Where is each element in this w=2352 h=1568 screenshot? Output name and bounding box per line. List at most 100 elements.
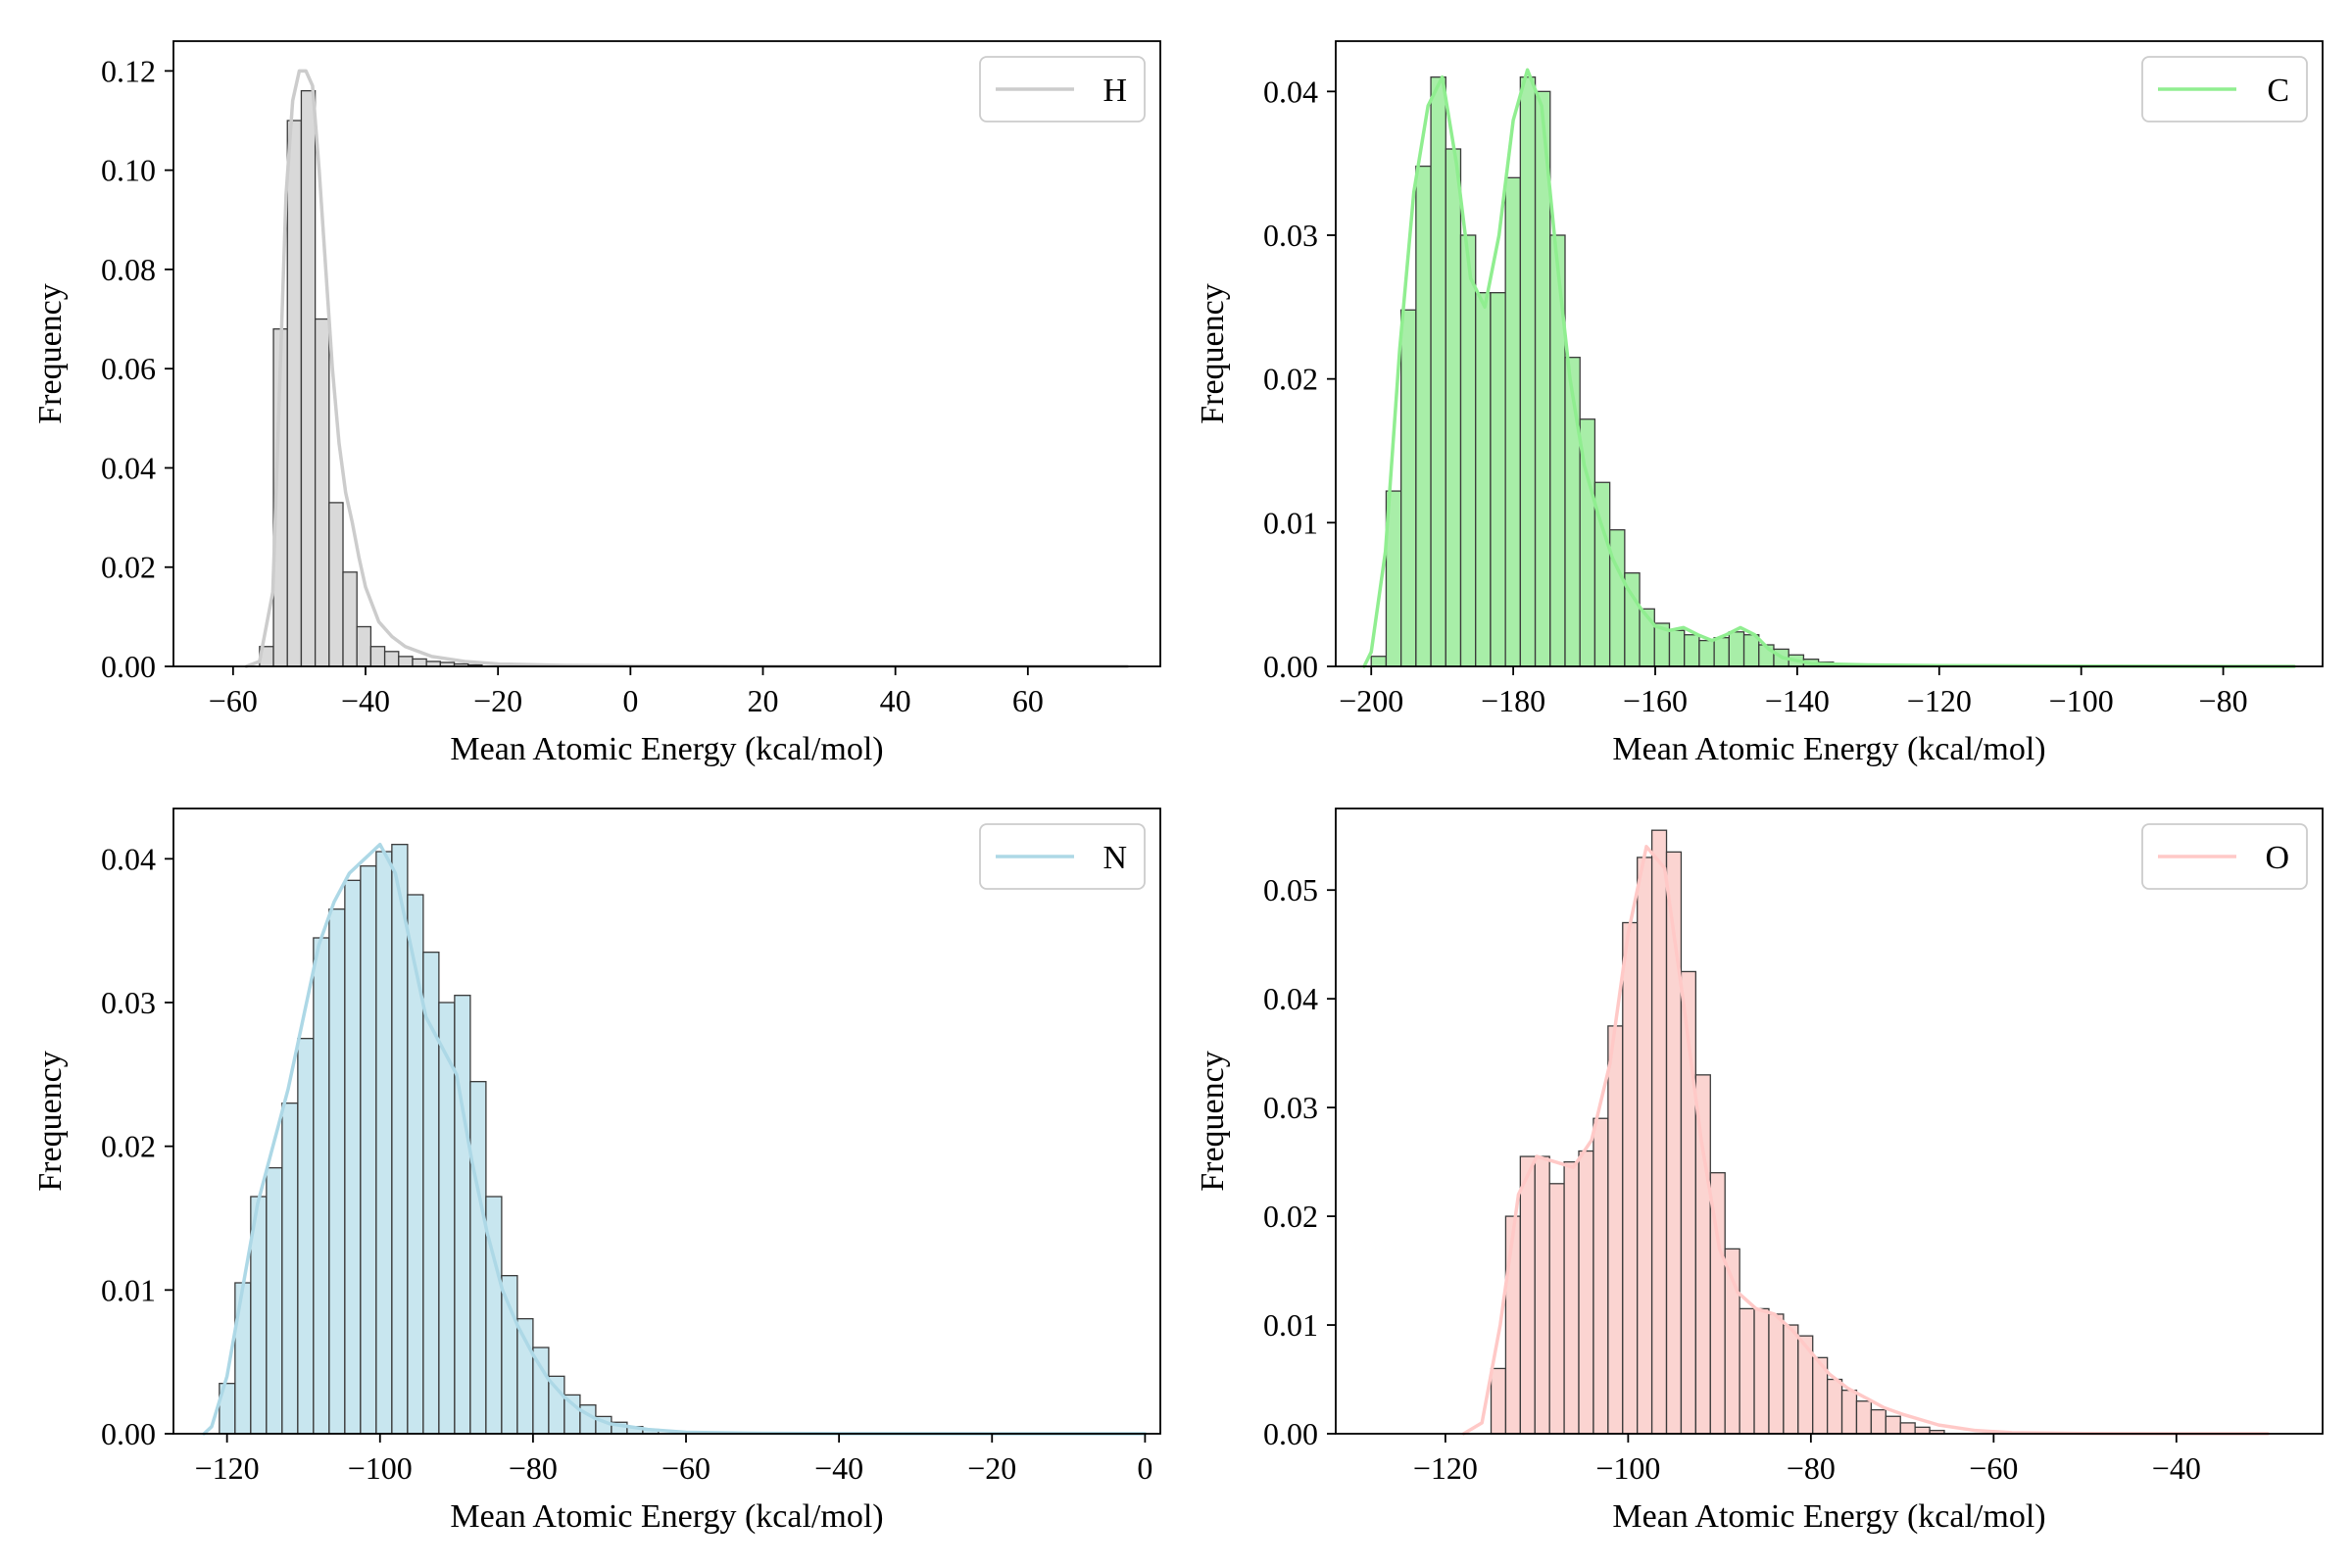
histogram-bar [1668,629,1686,667]
x-tick-label: −100 [2049,683,2114,718]
y-tick-label: 0.12 [101,53,156,88]
histogram-bar [1713,637,1731,667]
histogram-bar [1914,1426,1931,1435]
histogram-bar [1855,1400,1873,1435]
x-tick-label: −80 [2199,683,2248,718]
x-tick-label: 20 [747,683,778,718]
histogram-bar [1519,76,1537,667]
x-tick-label: −60 [209,683,258,718]
x-tick-label: 0 [622,683,638,718]
histogram-bar [1430,76,1446,667]
histogram-bar [1870,1408,1886,1435]
histogram-bar [313,937,330,1435]
y-tick-label: 0.00 [1263,649,1318,684]
histogram-bar [328,908,346,1435]
y-tick-label: 0.00 [101,1416,156,1451]
x-tick-label: 0 [1137,1450,1152,1486]
kde-line [1362,68,2296,668]
histogram-bar [375,851,393,1435]
histogram-bar [1548,1183,1565,1435]
x-tick-label: −180 [1481,683,1545,718]
x-axis-label: Mean Atomic Energy (kcal/mol) [450,731,883,767]
y-tick-label: 0.03 [1263,1090,1318,1125]
x-tick-label: −160 [1623,683,1688,718]
y-tick-label: 0.04 [1263,74,1318,109]
histogram-bar [1578,1150,1594,1435]
histogram-bar [1534,1155,1550,1435]
x-tick-label: −20 [967,1450,1016,1486]
x-tick-label: −60 [1969,1450,2018,1486]
histogram-bar [342,571,358,667]
histogram-bar [1840,1389,1858,1435]
plot-frame [172,40,1161,667]
histogram-bar [1637,857,1653,1435]
histogram-bar [1370,656,1388,667]
y-tick-label: 0.08 [101,252,156,287]
x-tick-label: −120 [1907,683,1972,718]
x-tick-label: −80 [509,1450,558,1486]
y-tick-label: 0.00 [1263,1416,1318,1451]
histogram-bar [1728,631,1745,667]
x-tick-label: −40 [2152,1450,2201,1486]
legend: H [979,56,1146,122]
histogram-bar [1742,634,1760,667]
histogram-bar [454,995,471,1435]
y-tick-label: 0.01 [101,1272,156,1307]
histogram-bar [501,1275,518,1435]
legend: N [979,823,1146,890]
x-tick-label: −20 [473,683,522,718]
y-tick-label: 0.04 [101,841,156,876]
histogram-bar [1459,234,1477,667]
histogram-bar [412,658,427,667]
x-tick-label: 40 [880,683,911,718]
plot-frame [1335,40,2324,667]
y-tick-label: 0.02 [101,1129,156,1164]
histogram-bar [314,318,330,667]
histogram-bar [1519,1155,1536,1435]
y-tick-label: 0.04 [101,450,156,485]
kde-line [202,842,1148,1436]
legend: O [2141,823,2308,890]
histogram-bar [1753,1307,1770,1435]
x-tick-label: −100 [1595,1450,1660,1486]
x-axis-label: Mean Atomic Energy (kcal/mol) [450,1498,883,1535]
chart-panel-n: −120 −100 −80 −60 −40 −20 0 0.00 0.01 0.02 0.03 0.0… [32,808,1161,1535]
histogram-bar [1504,1215,1522,1435]
kde-line [1461,845,2270,1436]
histogram-bar [516,1318,534,1435]
histogram-bar [300,89,317,667]
histogram-bar [1885,1415,1901,1435]
chart-panel-h: −60 −40 −20 0 20 40 60 0.00 0.02 0.04 0.06 0.08 0.10… [32,40,1161,767]
y-axis-label: Frequency [1195,1051,1231,1192]
x-tick-label: −200 [1339,683,1403,718]
x-tick-label: −40 [814,1450,863,1486]
histogram-bar [360,865,377,1435]
histogram-bar [1684,634,1700,667]
legend-label: O [2265,840,2289,876]
histogram-bar [356,625,372,667]
histogram-bar [1490,1367,1507,1435]
x-tick-label: 60 [1012,683,1044,718]
x-tick-label: −60 [662,1450,710,1486]
histogram-bar [548,1375,565,1435]
histogram-bar [234,1282,252,1435]
histogram-bar [344,879,362,1435]
histogram-bar [1607,1025,1624,1435]
histogram-bar [1768,1313,1785,1435]
histogram-bar [286,120,303,667]
legend-label: N [1102,840,1127,876]
x-axis-label: Mean Atomic Energy (kcal/mol) [1612,1498,2045,1535]
y-tick-label: 0.05 [1263,872,1318,907]
histogram-bar [1650,829,1668,1435]
histogram-bar [1592,1117,1609,1435]
histogram-bar [1563,1160,1580,1435]
histogram-bar [281,1102,299,1435]
histogram-bar [266,1167,283,1435]
x-tick-label: −100 [348,1450,413,1486]
y-tick-label: 0.06 [101,351,156,386]
histogram-bar [1739,1307,1755,1435]
legend-label: H [1102,73,1127,109]
histogram-bar [297,1038,315,1435]
legend: C [2141,56,2308,122]
legend-label: C [2267,73,2289,109]
